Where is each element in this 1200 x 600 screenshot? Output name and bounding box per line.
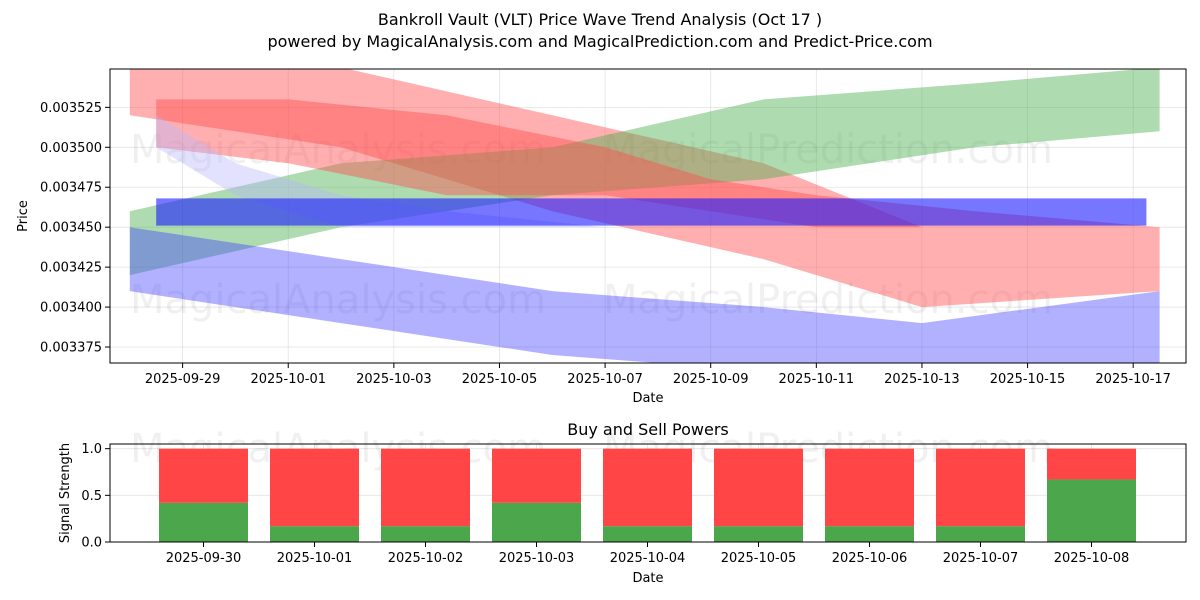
price-band-blue-wave <box>129 227 1160 363</box>
buy-sell-x-tick-label: 2025-10-07 <box>943 551 1019 566</box>
price-band-mauve-wave <box>156 99 1160 228</box>
figure-title-line1: Bankroll Vault (VLT) Price Wave Trend An… <box>378 10 822 29</box>
buy-sell-title: Buy and Sell Powers <box>567 420 729 439</box>
buy-sell-x-tick-label: 2025-09-30 <box>166 551 242 566</box>
buy-sell-x-ticks: 2025-09-30 2025-10-01 2025-10-02 2025-10-03… <box>166 542 1130 566</box>
price-plot-frame <box>109 68 1187 364</box>
buy-sell-chart: Buy and Sell Powers MagicalAnalysis.com … <box>58 420 1187 586</box>
price-x-tick-label: 2025-10-11 <box>779 372 855 387</box>
buy-sell-x-tick-label: 2025-10-08 <box>1054 551 1130 566</box>
price-y-axis-label: Price <box>16 200 31 232</box>
price-x-tick-label: 2025-10-01 <box>250 372 326 387</box>
figure-title-line2: powered by MagicalAnalysis.com and Magic… <box>267 32 932 51</box>
sell-bar <box>1047 448 1136 480</box>
sell-bar <box>492 448 581 503</box>
buy-sell-y-ticks: 0.0 0.5 1.0 <box>81 442 110 551</box>
price-y-tick-label: 0.003500 <box>40 141 102 156</box>
price-y-ticks: 0.003375 0.003400 0.003425 0.003450 0.003475… <box>40 101 110 356</box>
price-wave-chart: MagicalAnalysis.com MagicalPrediction.co… <box>16 68 1187 406</box>
buy-sell-x-tick-label: 2025-10-04 <box>610 551 686 566</box>
price-x-tick-label: 2025-10-05 <box>462 372 538 387</box>
buy-bar <box>1047 479 1136 542</box>
buy-sell-x-tick-label: 2025-10-06 <box>832 551 908 566</box>
price-band-flat-band <box>156 198 1147 226</box>
price-x-tick-label: 2025-10-17 <box>1095 372 1171 387</box>
price-x-tick-label: 2025-10-03 <box>356 372 432 387</box>
buy-sell-x-tick-label: 2025-10-05 <box>721 551 797 566</box>
buy-sell-x-axis-label: Date <box>632 571 663 586</box>
price-y-tick-label: 0.003400 <box>40 301 102 316</box>
buy-bar <box>159 502 248 542</box>
price-x-tick-label: 2025-10-13 <box>884 372 960 387</box>
price-x-tick-label: 2025-10-07 <box>567 372 643 387</box>
buy-bar <box>492 502 581 542</box>
price-watermarks: MagicalAnalysis.com MagicalPrediction.co… <box>130 127 1053 323</box>
buy-sell-y-tick-label: 1.0 <box>81 442 102 457</box>
watermark-top-left: MagicalAnalysis.com <box>130 127 546 173</box>
price-x-tick-label: 2025-09-29 <box>145 372 221 387</box>
buy-bar <box>825 526 914 542</box>
price-x-axis-label: Date <box>632 391 663 406</box>
sell-bar <box>825 448 914 527</box>
buy-sell-y-tick-label: 0.5 <box>81 489 102 504</box>
buy-sell-x-tick-label: 2025-10-01 <box>277 551 353 566</box>
watermark-top-right: MagicalPrediction.com <box>603 127 1053 173</box>
price-y-tick-label: 0.003375 <box>40 341 102 356</box>
price-x-tick-label: 2025-10-09 <box>673 372 749 387</box>
sell-bar <box>936 448 1025 527</box>
watermark-mid-left: MagicalAnalysis.com <box>130 277 546 323</box>
sell-bar <box>603 448 692 527</box>
price-band-red-wave <box>129 69 1160 308</box>
buy-bar <box>603 526 692 542</box>
price-x-ticks: 2025-09-29 2025-10-01 2025-10-03 2025-10-05… <box>145 363 1171 387</box>
price-y-tick-label: 0.003425 <box>40 261 102 276</box>
buy-sell-x-tick-label: 2025-10-02 <box>388 551 464 566</box>
buy-sell-y-tick-label: 0.0 <box>81 536 102 551</box>
buy-bar <box>936 526 1025 542</box>
price-y-tick-label: 0.003525 <box>40 101 102 116</box>
price-y-tick-label: 0.003475 <box>40 181 102 196</box>
buy-sell-y-axis-label: Signal Strength <box>58 443 73 543</box>
watermark-mid-right: MagicalPrediction.com <box>603 277 1053 323</box>
price-band-green-wave <box>129 69 1160 276</box>
buy-sell-bars <box>159 448 1136 542</box>
price-x-tick-label: 2025-10-15 <box>990 372 1066 387</box>
buy-bar <box>270 526 359 542</box>
sell-bar <box>381 448 470 527</box>
buy-sell-x-tick-label: 2025-10-03 <box>499 551 575 566</box>
price-bands <box>129 69 1160 363</box>
buy-bar <box>381 526 470 542</box>
sell-bar <box>714 448 803 527</box>
buy-bar <box>714 526 803 542</box>
price-y-tick-label: 0.003450 <box>40 221 102 236</box>
sell-bar <box>270 448 359 527</box>
sell-bar <box>159 448 248 503</box>
